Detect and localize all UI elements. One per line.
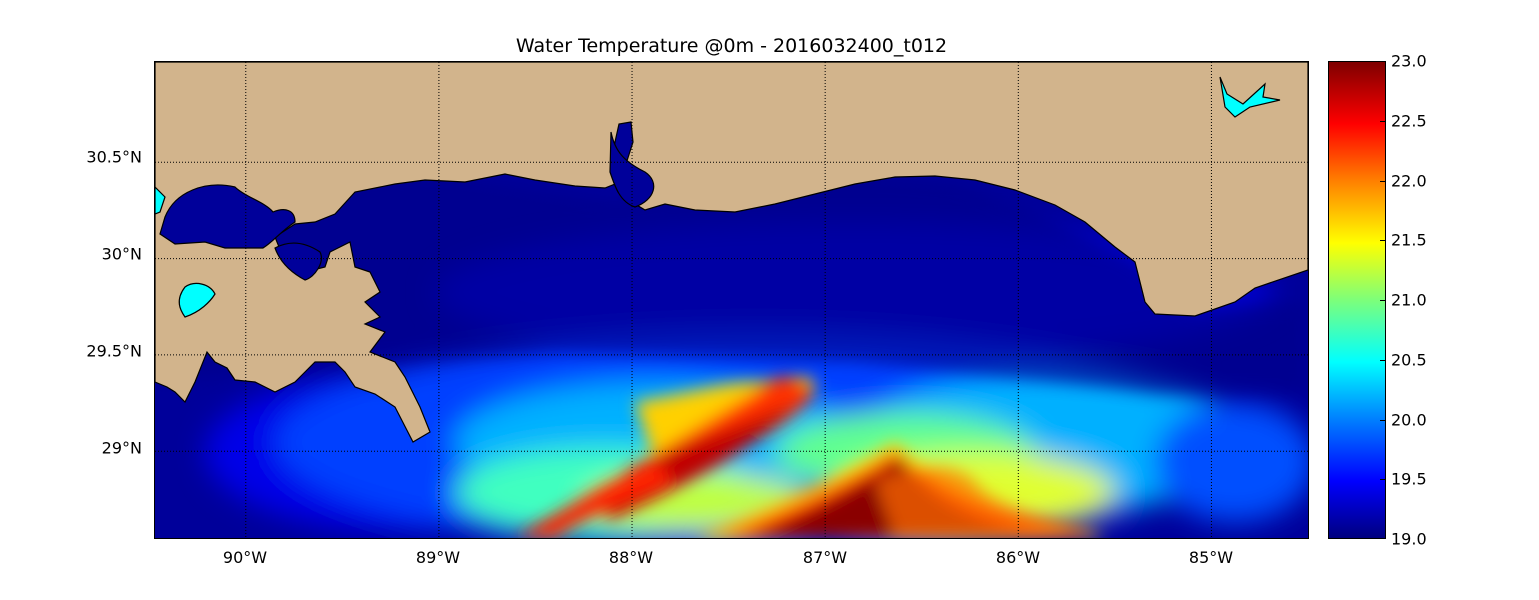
lat-tick-label: 29.5°N [86, 341, 142, 361]
inland-water [155, 76, 1281, 318]
lon-tick-label: 85°W [1188, 548, 1234, 567]
colorbar-tick-label: 22.0 [1391, 171, 1427, 190]
colorbar-tick-label: 20.5 [1391, 350, 1427, 370]
colorbar-tick-mark [1380, 359, 1386, 361]
colorbar-tick-mark [1380, 180, 1386, 182]
lat-tick-label: 29°N [101, 438, 142, 458]
colorbar-tick-mark [1380, 419, 1386, 421]
colorbar-tick-label: 19.0 [1391, 529, 1427, 549]
lon-tick-label: 88°W [608, 548, 654, 567]
map-title: Water Temperature @0m - 2016032400_t012 [515, 35, 948, 57]
colorbar [1328, 61, 1386, 539]
colorbar-tick-label: 21.5 [1391, 230, 1427, 250]
colorbar-tick-label: 19.5 [1391, 469, 1427, 489]
colorbar-tick-label: 20.0 [1391, 410, 1427, 429]
colorbar-tick-mark [1380, 120, 1386, 122]
land-mass [155, 62, 1308, 443]
colorbar-tick-mark [1380, 479, 1386, 481]
colorbar-tick-mark [1380, 538, 1386, 539]
colorbar-tick-mark [1380, 300, 1386, 301]
lon-tick-label: 87°W [802, 548, 848, 567]
colorbar-tick-label: 23.0 [1391, 51, 1427, 71]
colorbar-tick-mark [1380, 240, 1386, 242]
colorbar-tick-mark [1380, 61, 1386, 62]
lon-tick-label: 86°W [995, 548, 1041, 567]
lon-tick-label: 89°W [415, 548, 461, 567]
map-svg [155, 62, 1308, 538]
colorbar-tick-label: 21.0 [1391, 290, 1427, 310]
lat-tick-label: 30°N [101, 244, 142, 264]
colorbar-tick-label: 22.5 [1391, 111, 1427, 131]
lat-tick-label: 30.5°N [86, 147, 142, 167]
map-plot-area[interactable] [154, 61, 1309, 539]
graticule [155, 62, 1308, 538]
lon-tick-label: 90°W [222, 548, 268, 567]
